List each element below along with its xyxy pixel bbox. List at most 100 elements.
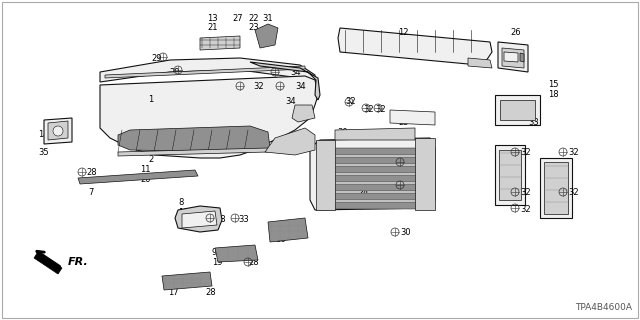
Text: 30: 30 [400, 228, 411, 237]
Polygon shape [162, 272, 212, 290]
Text: 27: 27 [232, 14, 243, 23]
Text: 20: 20 [140, 175, 150, 184]
Text: 24: 24 [358, 188, 369, 197]
Text: 8: 8 [178, 198, 184, 207]
Polygon shape [105, 66, 305, 78]
Text: 7: 7 [88, 188, 93, 197]
Polygon shape [390, 110, 435, 125]
Polygon shape [310, 138, 435, 210]
Text: 32: 32 [568, 148, 579, 157]
Polygon shape [265, 128, 315, 155]
Text: 33: 33 [238, 215, 249, 224]
Text: 17: 17 [168, 288, 179, 297]
Text: 15: 15 [548, 80, 559, 89]
Text: 6: 6 [550, 172, 556, 181]
Text: 22: 22 [248, 14, 259, 23]
Text: 21: 21 [207, 23, 218, 32]
Polygon shape [78, 170, 198, 184]
Text: 32: 32 [568, 188, 579, 197]
Text: 28: 28 [205, 288, 216, 297]
Text: 30: 30 [325, 148, 335, 157]
Polygon shape [118, 148, 268, 156]
Polygon shape [255, 24, 278, 48]
Polygon shape [200, 36, 240, 50]
Text: 12: 12 [398, 28, 408, 37]
Text: 32: 32 [520, 205, 531, 214]
Text: 9: 9 [212, 248, 217, 257]
Text: TPA4B4600A: TPA4B4600A [575, 303, 632, 312]
Polygon shape [468, 58, 492, 68]
Polygon shape [318, 148, 428, 155]
Polygon shape [48, 121, 68, 140]
Polygon shape [502, 48, 524, 68]
Polygon shape [215, 245, 258, 262]
Text: 28: 28 [248, 258, 259, 267]
Polygon shape [318, 202, 428, 209]
Text: 32: 32 [345, 97, 356, 106]
Text: 23: 23 [248, 23, 259, 32]
Polygon shape [495, 95, 540, 125]
Text: 5: 5 [168, 278, 173, 287]
Text: 3: 3 [502, 162, 508, 171]
Text: 1: 1 [148, 95, 153, 104]
Text: 13: 13 [207, 14, 218, 23]
Text: 33: 33 [528, 118, 539, 127]
Polygon shape [34, 252, 62, 274]
Text: 32: 32 [520, 188, 531, 197]
Text: 28: 28 [215, 215, 226, 224]
Text: 18: 18 [548, 90, 559, 99]
Polygon shape [335, 128, 415, 140]
Polygon shape [318, 175, 428, 182]
Polygon shape [118, 126, 270, 152]
Text: 31: 31 [262, 14, 273, 23]
Text: 30: 30 [415, 182, 426, 191]
Text: 2: 2 [148, 155, 153, 164]
Text: 30: 30 [415, 158, 426, 167]
Polygon shape [318, 193, 428, 200]
Text: 34: 34 [290, 68, 301, 77]
Polygon shape [500, 100, 535, 120]
Text: 11: 11 [140, 165, 150, 174]
Text: 34: 34 [295, 82, 306, 91]
Text: 26: 26 [510, 28, 520, 37]
Polygon shape [316, 140, 335, 210]
Text: 34: 34 [285, 97, 296, 106]
Polygon shape [415, 138, 435, 210]
Text: 32: 32 [363, 105, 374, 114]
Polygon shape [544, 162, 568, 214]
Text: 35: 35 [38, 148, 49, 157]
Text: 29: 29 [169, 68, 179, 77]
Polygon shape [292, 105, 315, 122]
Polygon shape [499, 150, 521, 200]
Polygon shape [504, 52, 518, 62]
Text: 14: 14 [38, 130, 49, 139]
Circle shape [53, 126, 63, 136]
Text: 32: 32 [253, 82, 264, 91]
Text: 10: 10 [178, 208, 189, 217]
Text: 32: 32 [520, 148, 531, 157]
Polygon shape [338, 28, 492, 64]
Text: 32: 32 [375, 105, 386, 114]
Polygon shape [182, 211, 217, 228]
Text: 25: 25 [398, 118, 408, 127]
Polygon shape [498, 42, 528, 72]
Polygon shape [318, 166, 428, 173]
Polygon shape [100, 58, 315, 82]
Polygon shape [318, 157, 428, 164]
Polygon shape [540, 158, 572, 218]
Polygon shape [175, 206, 222, 232]
Text: 19: 19 [212, 258, 223, 267]
Polygon shape [250, 62, 320, 100]
Text: 29: 29 [151, 54, 161, 63]
Text: FR.: FR. [68, 257, 89, 267]
Text: 28: 28 [86, 168, 97, 177]
Polygon shape [100, 76, 318, 158]
Polygon shape [44, 118, 72, 144]
Polygon shape [520, 53, 524, 62]
Text: 16: 16 [275, 235, 285, 244]
Polygon shape [318, 184, 428, 191]
Text: 4: 4 [275, 225, 280, 234]
Text: 30: 30 [337, 128, 348, 137]
Polygon shape [495, 145, 525, 205]
Polygon shape [268, 218, 308, 242]
